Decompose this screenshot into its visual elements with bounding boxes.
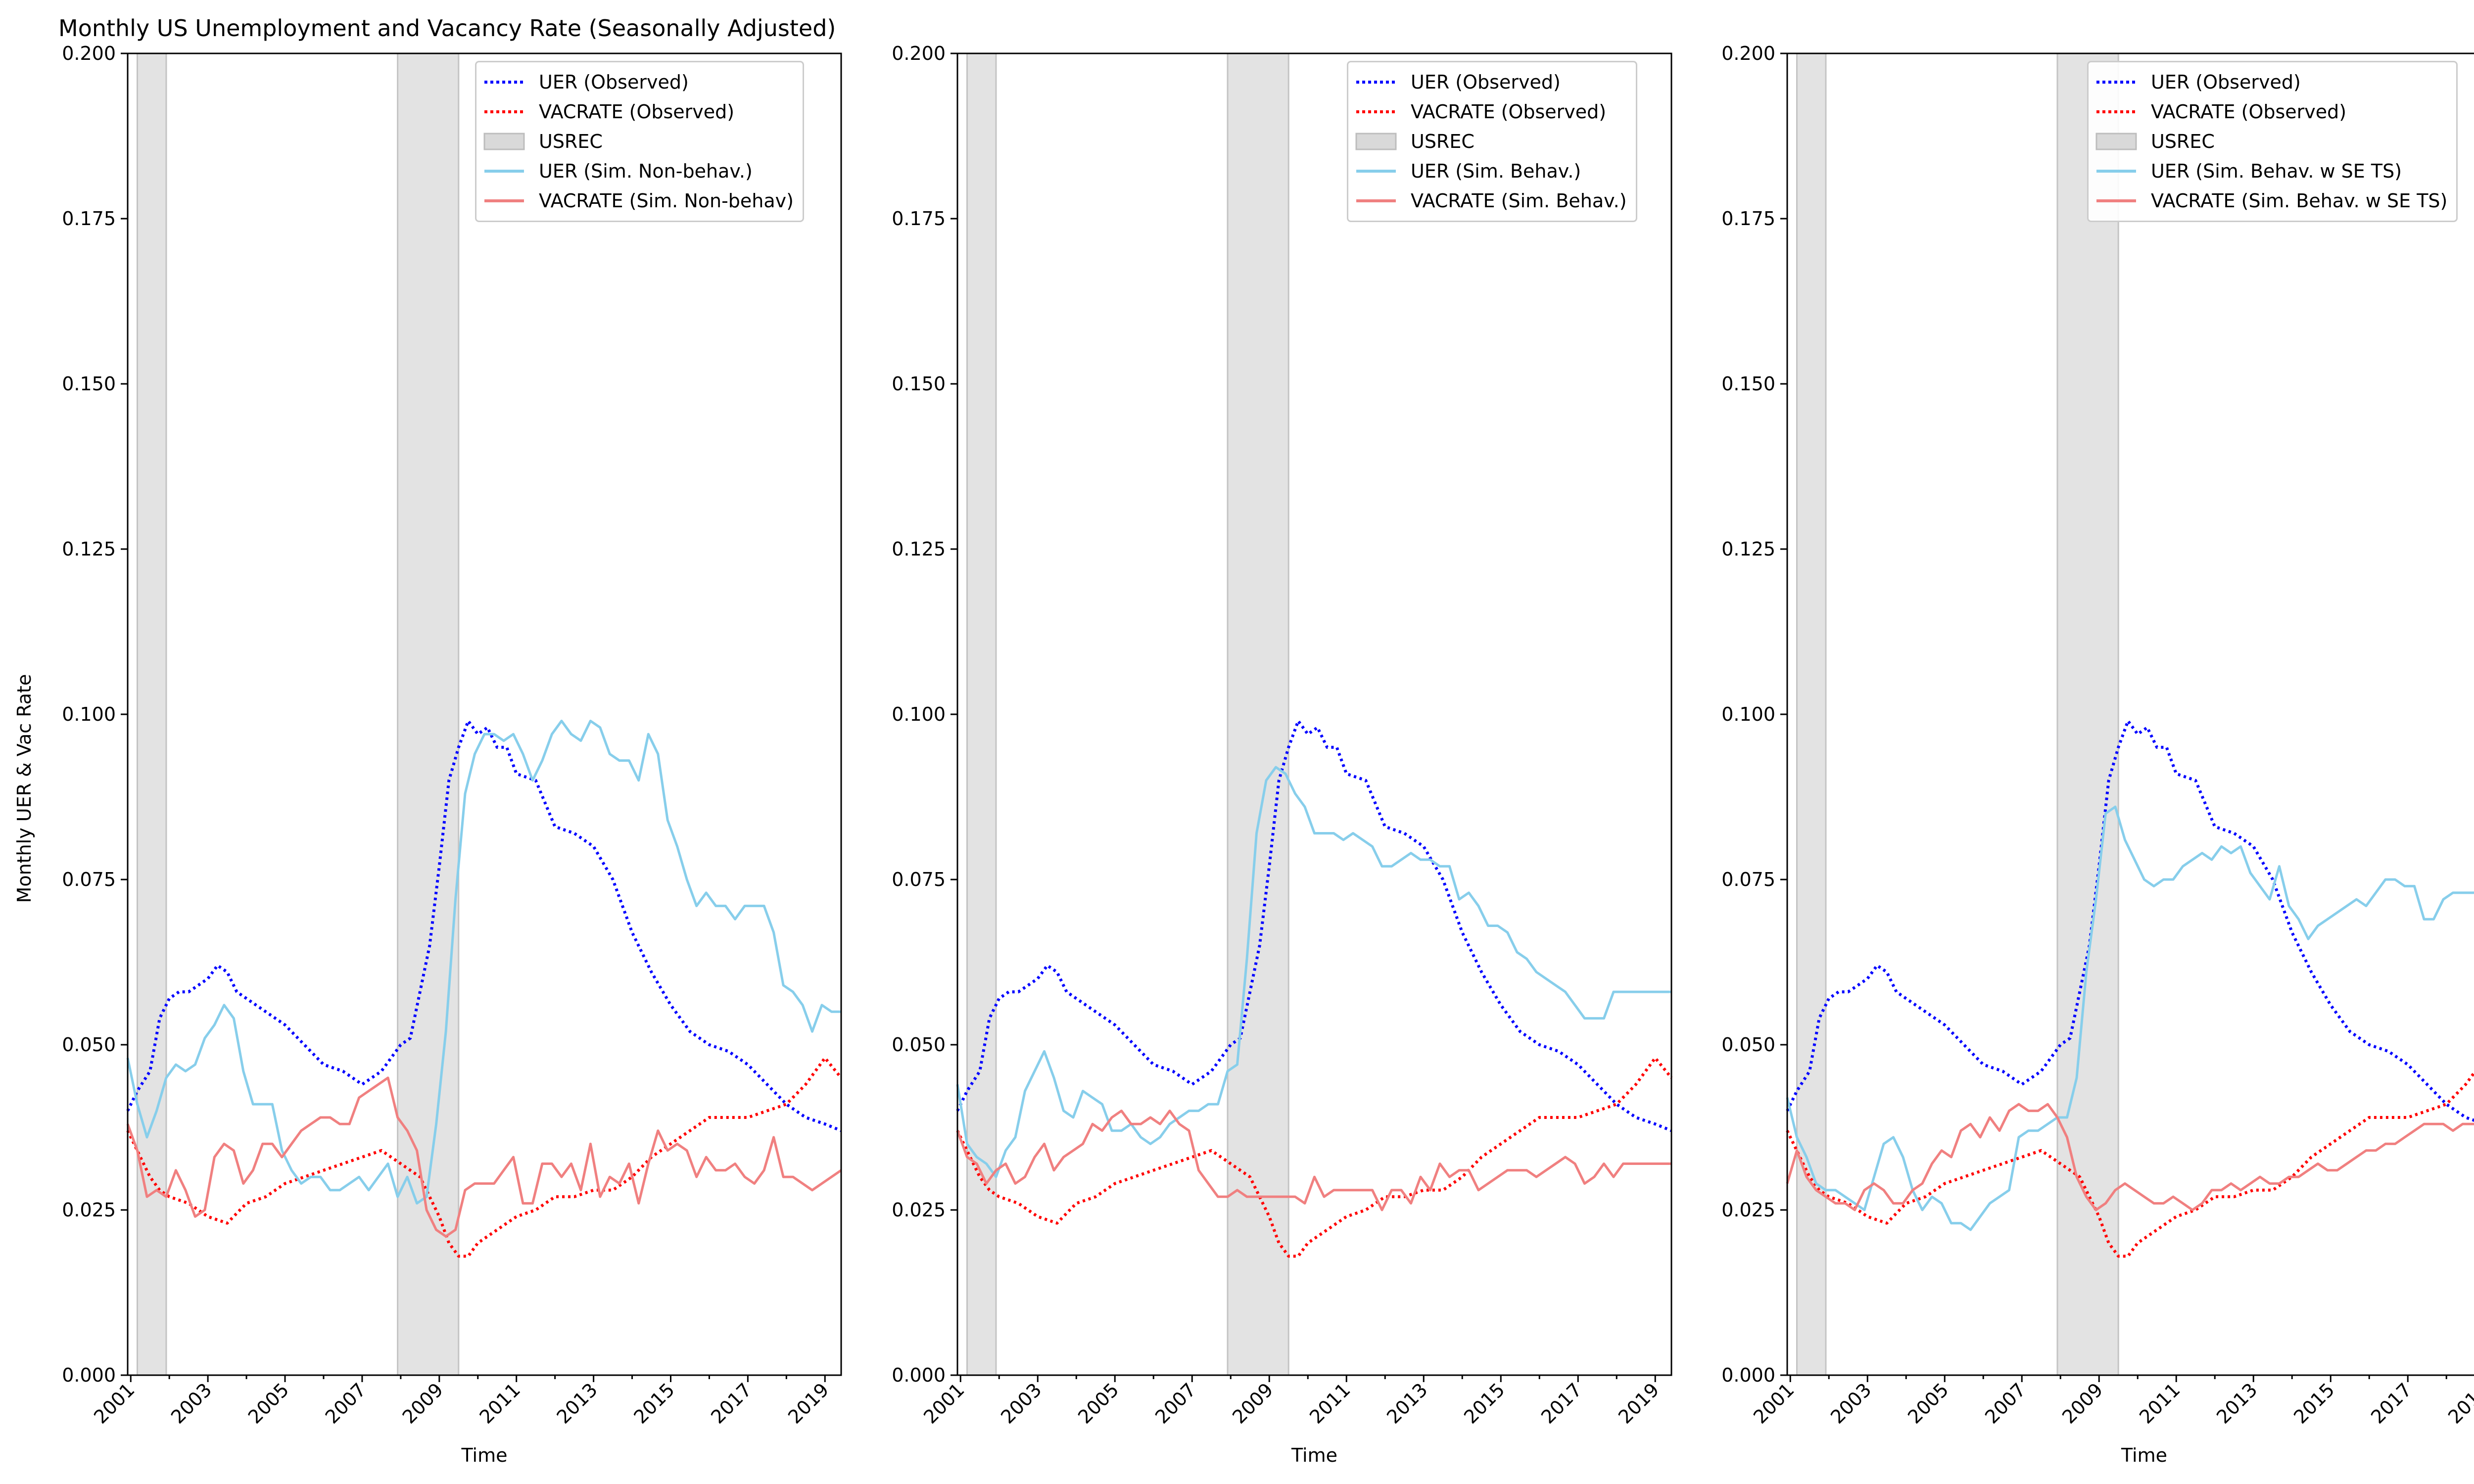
y-tick-label: 0.125	[892, 538, 946, 560]
y-tick-label: 0.075	[1721, 869, 1775, 890]
axes-frame	[127, 52, 842, 1376]
x-tick-label: 2005	[1903, 1379, 1953, 1428]
legend-label: USREC	[539, 131, 603, 152]
series-line	[126, 1076, 842, 1238]
x-tick-label: 2003	[167, 1379, 216, 1428]
x-tick-label: 2009	[398, 1379, 448, 1428]
x-tick-label: 2011	[1305, 1379, 1355, 1428]
legend-label: UER (Sim. Behav. w SE TS)	[2151, 160, 2402, 182]
y-tick-label: 0.075	[62, 869, 116, 890]
series-line	[956, 719, 1672, 1132]
x-axis-label: Time	[2121, 1444, 2167, 1466]
y-tick-label: 0.150	[62, 373, 116, 395]
x-tick-label: 2001	[919, 1379, 969, 1428]
recession-band	[136, 52, 167, 1376]
y-tick-label: 0.000	[62, 1364, 116, 1386]
y-tick-label: 0.175	[892, 208, 946, 230]
legend-label: UER (Observed)	[539, 71, 689, 93]
recession-band	[1227, 52, 1289, 1376]
x-tick-label: 2019	[784, 1379, 833, 1428]
y-tick-label: 0.175	[62, 208, 116, 230]
y-tick-label: 0.050	[62, 1034, 116, 1056]
x-tick-label: 2001	[90, 1379, 139, 1428]
y-tick-label: 0.125	[62, 538, 116, 560]
x-axis-label: Time	[461, 1444, 508, 1466]
legend-label: UER (Observed)	[2151, 71, 2301, 93]
legend-label: USREC	[1411, 131, 1475, 152]
legend-label: VACRATE (Observed)	[1411, 101, 1607, 123]
recession-band	[966, 52, 997, 1376]
y-tick-label: 0.100	[892, 703, 946, 725]
y-tick-label: 0.050	[892, 1034, 946, 1056]
legend-panel-1: UER (Observed) VACRATE (Observed) USREC …	[475, 61, 804, 222]
series-line	[956, 766, 1671, 1178]
y-tick-label: 0.125	[1721, 538, 1775, 560]
x-tick-label: 2013	[1382, 1379, 1432, 1428]
legend-label: UER (Sim. Non-behav.)	[539, 160, 753, 182]
series-line	[126, 719, 842, 1132]
legend-label: VACRATE (Observed)	[539, 101, 735, 123]
x-tick-label: 2017	[1537, 1379, 1586, 1428]
series-line	[956, 1110, 1671, 1211]
series-line	[1786, 1070, 2474, 1258]
y-tick-label: 0.175	[1721, 208, 1775, 230]
y-tick-label: 0.200	[62, 43, 116, 64]
legend-label: VACRATE (Observed)	[2151, 101, 2347, 123]
x-tick-label: 2015	[2289, 1379, 2339, 1428]
legend-panel-2: UER (Observed) VACRATE (Observed) USREC …	[1347, 61, 1637, 222]
recession-band	[1796, 52, 1827, 1376]
legend-label: UER (Observed)	[1411, 71, 1561, 93]
y-tick-label: 0.025	[62, 1199, 116, 1221]
x-tick-label: 2007	[1981, 1379, 2030, 1428]
x-tick-label: 2005	[1074, 1379, 1123, 1428]
x-tick-label: 2013	[552, 1379, 602, 1428]
recession-band	[2056, 52, 2119, 1376]
x-tick-label: 2015	[1460, 1379, 1509, 1428]
legend-label: USREC	[2151, 131, 2215, 152]
x-tick-label: 2011	[476, 1379, 525, 1428]
x-tick-label: 2017	[707, 1379, 756, 1428]
legend-label: UER (Sim. Behav.)	[1411, 160, 1581, 182]
series-line	[1786, 719, 2474, 1122]
x-tick-label: 2017	[2367, 1379, 2416, 1428]
y-axis-label: Monthly UER & Vac Rate	[13, 674, 35, 903]
figure-title: Monthly US Unemployment and Vacancy Rate…	[58, 15, 836, 42]
series-line	[1786, 805, 2474, 1231]
y-tick-label: 0.000	[892, 1364, 946, 1386]
y-tick-label: 0.100	[1721, 703, 1775, 725]
y-tick-label: 0.000	[1721, 1364, 1775, 1386]
y-tick-label: 0.050	[1721, 1034, 1775, 1056]
y-tick-label: 0.025	[892, 1199, 946, 1221]
x-tick-label: 2019	[2444, 1379, 2474, 1428]
y-tick-label: 0.150	[892, 373, 946, 395]
x-tick-label: 2007	[321, 1379, 371, 1428]
legend-panel-3: UER (Observed) VACRATE (Observed) USREC …	[2087, 61, 2458, 222]
x-tick-label: 2013	[2212, 1379, 2262, 1428]
y-tick-label: 0.025	[1721, 1199, 1775, 1221]
x-tick-label: 2015	[629, 1379, 679, 1428]
y-tick-label: 0.075	[892, 869, 946, 890]
axes-frame	[1786, 52, 2474, 1376]
legend-label: VACRATE (Sim. Behav.)	[1411, 190, 1627, 212]
x-tick-label: 2005	[244, 1379, 293, 1428]
y-tick-label: 0.100	[62, 703, 116, 725]
y-tick-label: 0.200	[1721, 43, 1775, 64]
x-tick-label: 2019	[1614, 1379, 1664, 1428]
y-tick-label: 0.150	[1721, 373, 1775, 395]
x-tick-label: 2009	[1228, 1379, 1278, 1428]
legend-label: VACRATE (Sim. Non-behav)	[539, 190, 794, 212]
series-line	[956, 1056, 1673, 1258]
x-tick-label: 2003	[997, 1379, 1046, 1428]
series-line	[1786, 1103, 2474, 1211]
legend-label: VACRATE (Sim. Behav. w SE TS)	[2151, 190, 2448, 212]
x-tick-label: 2003	[1826, 1379, 1876, 1428]
x-tick-label: 2007	[1151, 1379, 1200, 1428]
y-tick-label: 0.200	[892, 43, 946, 64]
x-tick-label: 2001	[1749, 1379, 1799, 1428]
x-tick-label: 2009	[2058, 1379, 2107, 1428]
x-tick-label: 2011	[2135, 1379, 2185, 1428]
x-axis-label: Time	[1291, 1444, 1337, 1466]
series-line	[126, 719, 841, 1205]
